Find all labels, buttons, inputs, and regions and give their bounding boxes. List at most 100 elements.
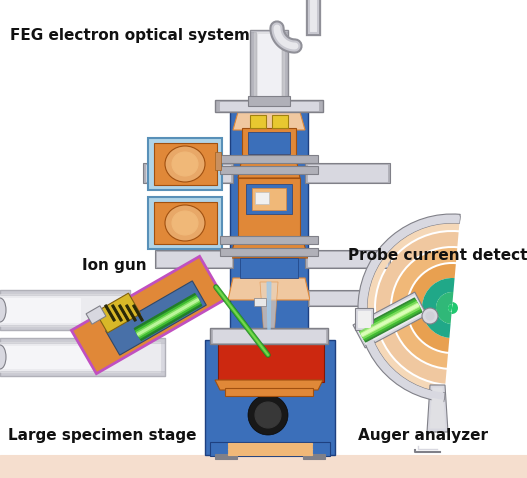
Polygon shape [86,306,106,324]
Bar [228,443,312,445]
Bar [215,152,221,170]
Bar [218,340,324,382]
Polygon shape [233,112,305,130]
Bar [246,184,292,214]
Ellipse shape [426,312,434,320]
Bar [230,108,308,343]
Text: Ion gun: Ion gun [82,258,147,273]
Bar [250,32,256,100]
Polygon shape [135,295,201,338]
Bar [240,258,298,278]
Polygon shape [361,303,419,337]
Polygon shape [358,298,422,342]
Bar [155,250,233,268]
Polygon shape [228,278,310,300]
Bar [143,163,233,183]
Ellipse shape [0,345,6,369]
Ellipse shape [172,211,198,235]
Bar [0,325,130,330]
Bar [148,197,222,249]
Bar [0,455,527,478]
Ellipse shape [165,146,205,182]
Wedge shape [436,292,453,324]
Bar [154,143,217,185]
Polygon shape [133,304,143,321]
Bar [308,252,387,266]
Bar [252,188,286,210]
Ellipse shape [165,205,205,241]
Polygon shape [137,299,199,336]
Polygon shape [362,304,419,336]
Bar [254,298,266,306]
Polygon shape [260,282,278,338]
Bar [220,236,318,244]
Bar [146,165,230,181]
Bar [220,248,318,256]
Wedge shape [364,220,460,396]
Wedge shape [360,216,460,400]
Bar [238,178,300,240]
Bar [220,166,318,174]
Bar [228,448,312,449]
Polygon shape [360,302,420,338]
Text: FEG electron optical system: FEG electron optical system [10,28,250,43]
Bar [228,445,312,447]
Bar [248,96,290,106]
Polygon shape [353,292,427,348]
Bar [157,252,231,266]
Polygon shape [359,300,421,340]
Polygon shape [267,282,271,338]
Bar [358,311,370,327]
Bar [248,132,290,154]
Bar [305,163,390,183]
Bar [215,100,323,112]
Polygon shape [125,304,136,321]
Wedge shape [376,232,458,384]
Text: Auger analyzer: Auger analyzer [358,428,488,443]
Bar [0,294,125,326]
Polygon shape [106,281,206,355]
Ellipse shape [248,395,288,435]
Polygon shape [95,293,141,333]
Bar [250,115,266,128]
Polygon shape [134,293,202,340]
Wedge shape [408,264,456,352]
Bar [210,328,328,344]
Bar [220,155,318,163]
Polygon shape [119,304,129,321]
Bar [148,138,222,190]
Text: Large specimen stage: Large specimen stage [8,428,197,443]
Bar [355,308,373,330]
Polygon shape [105,304,115,321]
Bar [310,292,361,304]
Bar [225,388,313,396]
Bar [228,453,312,455]
Ellipse shape [255,402,281,428]
Bar [0,338,165,343]
Bar [303,454,325,459]
Bar [210,442,330,456]
Wedge shape [422,278,455,338]
Ellipse shape [422,308,438,324]
Polygon shape [427,385,448,432]
Polygon shape [112,304,122,321]
Bar [228,450,312,452]
Bar [254,32,284,102]
Bar [215,454,237,459]
Polygon shape [136,297,200,337]
Bar [0,290,130,330]
Bar [154,202,217,244]
Wedge shape [392,248,457,368]
Bar [258,34,280,102]
Bar [0,346,100,368]
Bar [242,128,296,158]
Bar [272,115,288,128]
Polygon shape [238,158,300,178]
Polygon shape [230,240,308,258]
Polygon shape [72,256,225,374]
Wedge shape [360,216,460,400]
Wedge shape [448,302,458,314]
Bar [305,250,390,268]
Ellipse shape [172,152,198,176]
Bar [213,330,325,342]
